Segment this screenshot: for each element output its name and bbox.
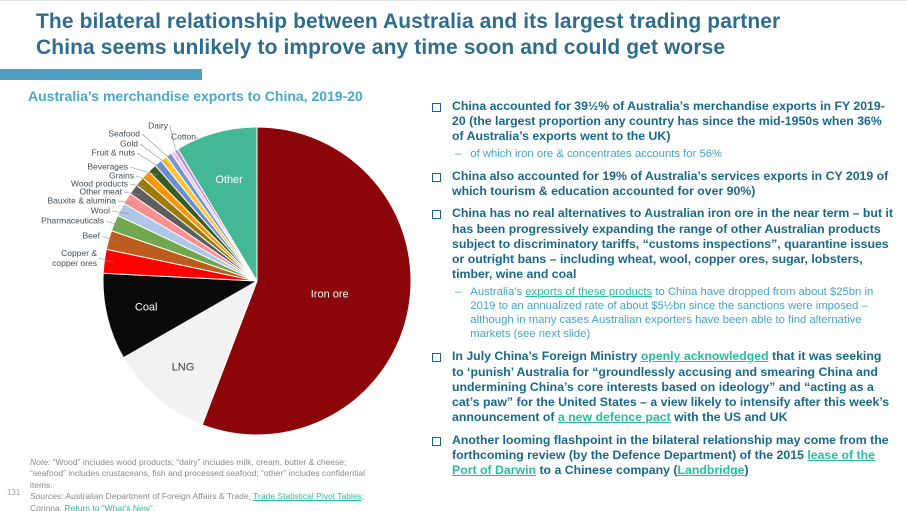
pie-slice	[102, 272, 258, 359]
square-bullet-icon	[432, 436, 441, 446]
footnote-line: Note: “Wood” includes wood products; “da…	[30, 457, 374, 491]
pie-slice-label: Grains	[109, 170, 134, 180]
text-segment: with the US and UK	[670, 410, 788, 425]
pie-leader-line	[139, 143, 170, 167]
pie-slice-label: Pharmaceuticals	[41, 215, 104, 225]
text-segment: .	[152, 502, 156, 511]
pie-slice-label: Iron ore	[311, 288, 349, 300]
dash-bullet-icon: –	[455, 285, 462, 298]
slide-title-line2: China seems unlikely to improve any time…	[36, 35, 726, 59]
bullet-item: China also accounted for 19% of Australi…	[432, 169, 894, 199]
pie-slice-label: Coal	[135, 302, 158, 314]
pie-slice-label: Gold	[120, 138, 138, 148]
pie-slice-label: Beverages	[87, 161, 128, 171]
inline-link[interactable]: openly acknowledged	[640, 349, 769, 364]
pie-leader-line	[105, 220, 123, 227]
pie-slice-label: Wood products	[71, 178, 128, 188]
sub-bullet-item: – Australia’s exports of these products t…	[455, 285, 894, 342]
slide-title-line1: The bilateral relationship between Austr…	[36, 10, 781, 33]
text-segment: Note:	[30, 457, 51, 467]
accent-bar	[0, 69, 202, 80]
text-segment: to a Chinese company (	[536, 463, 678, 478]
inline-link[interactable]: lease of the Port of Darwin	[452, 447, 875, 478]
dash-bullet-icon: –	[455, 147, 462, 160]
pie-leader-line	[129, 183, 147, 188]
footnote-line: Sources: Australian Department of Foreig…	[30, 491, 374, 511]
chart-footnote: Note: “Wood” includes wood products; “da…	[30, 457, 374, 511]
inline-link[interactable]: Return to “What’s New”	[64, 502, 153, 511]
pie-leader-line	[123, 191, 141, 196]
square-bullet-icon	[432, 103, 441, 112]
pie-slice-label: Seafood	[108, 128, 140, 138]
slide-title: The bilateral relationship between Austr…	[36, 9, 900, 60]
sub-bullet-text: Australia’s exports of these products to…	[470, 285, 894, 342]
bullet-text: China accounted for 39½% of Australia’s …	[452, 99, 894, 145]
pie-leader-line	[98, 257, 114, 263]
inline-link[interactable]: a new defence pact	[557, 410, 671, 425]
square-bullet-icon	[432, 353, 441, 363]
pie-leader-line	[117, 200, 135, 204]
pie-leader-line	[135, 175, 153, 182]
bullet-item: China has no real alternatives to Austra…	[432, 206, 894, 342]
bullet-text: In July China’s Foreign Ministry openly …	[452, 349, 894, 425]
pie-slice	[201, 126, 412, 436]
text-segment: )	[744, 463, 749, 478]
sub-bullet-text: of which iron ore & concentrates account…	[470, 147, 722, 161]
pie-slice-label: Cotton	[171, 131, 196, 141]
pie-leader-line	[101, 235, 118, 243]
pie-slice	[122, 280, 258, 426]
text-segment: of which iron ore & concentrates account…	[470, 147, 723, 160]
pie-chart: Iron ore LNG Coal Copper & copper ores Beef Ph…	[41, 120, 412, 436]
text-segment: China has no real alternatives to Austra…	[452, 206, 893, 282]
text-segment: “Wood” includes wood products; “dairy” i…	[30, 457, 365, 490]
pie-slice	[177, 126, 258, 282]
bullet-item: China accounted for 39½% of Australia’s …	[432, 99, 894, 162]
bullet-list: China accounted for 39½% of Australia’s …	[432, 99, 894, 485]
pie-leader-line	[136, 152, 165, 171]
pie-leader-line	[129, 166, 159, 176]
inline-link[interactable]: Landbridge	[677, 463, 745, 478]
pie-slice-label: Beef	[83, 230, 101, 240]
bullet-text: Another looming flashpoint in the bilate…	[452, 433, 894, 479]
chart-title: Australia’s merchandise exports to China…	[28, 88, 363, 104]
pie-slice-label: Dairy	[148, 120, 169, 130]
sub-bullet-item: – of which iron ore & concentrates accoun…	[455, 147, 894, 161]
pie-slice-label: Other meat	[79, 186, 122, 196]
text-segment: that it was seeking to ‘punish’ Australi…	[452, 349, 890, 425]
pie-leader-line	[111, 210, 129, 214]
text-segment: In July China’s Foreign Ministry	[452, 349, 641, 364]
inline-link[interactable]: exports of these products	[525, 285, 653, 298]
bullet-item: Another looming flashpoint in the bilate…	[432, 433, 894, 479]
text-segment: Sources:	[30, 491, 64, 502]
bullet-item: In July China’s Foreign Ministry openly …	[432, 349, 894, 425]
page-number: 131	[7, 488, 21, 497]
square-bullet-icon	[432, 172, 441, 182]
bullet-text: China has no real alternatives to Austra…	[452, 206, 894, 282]
bullet-text: China also accounted for 19% of Australi…	[452, 169, 894, 199]
text-segment: China also accounted for 19% of Australi…	[452, 168, 889, 199]
text-segment: ; Corinna.	[30, 491, 365, 511]
pie-slice-label: Copper & copper ores	[52, 248, 97, 268]
text-segment: Australian Department of Foreign Affairs…	[63, 491, 254, 502]
square-bullet-icon	[432, 210, 441, 220]
pie-slice-label: Wool	[91, 205, 110, 215]
pie-slice-label: LNG	[172, 362, 195, 374]
text-segment: Australia’s	[470, 285, 526, 298]
inline-link[interactable]: Trade Statistical Pivot Tables	[253, 491, 362, 502]
text-segment: Another looming flashpoint in the bilate…	[452, 432, 889, 462]
pie-leader-line	[141, 133, 175, 163]
pie-slice-label: Other	[215, 174, 243, 186]
pie-slice-label: Fruit & nuts	[92, 147, 135, 157]
pie-slice-label: Bauxite & alumina	[47, 195, 116, 205]
text-segment: China accounted for 39½% of Australia’s …	[452, 99, 885, 144]
text-segment: to China have dropped from about $25bn i…	[470, 285, 874, 341]
